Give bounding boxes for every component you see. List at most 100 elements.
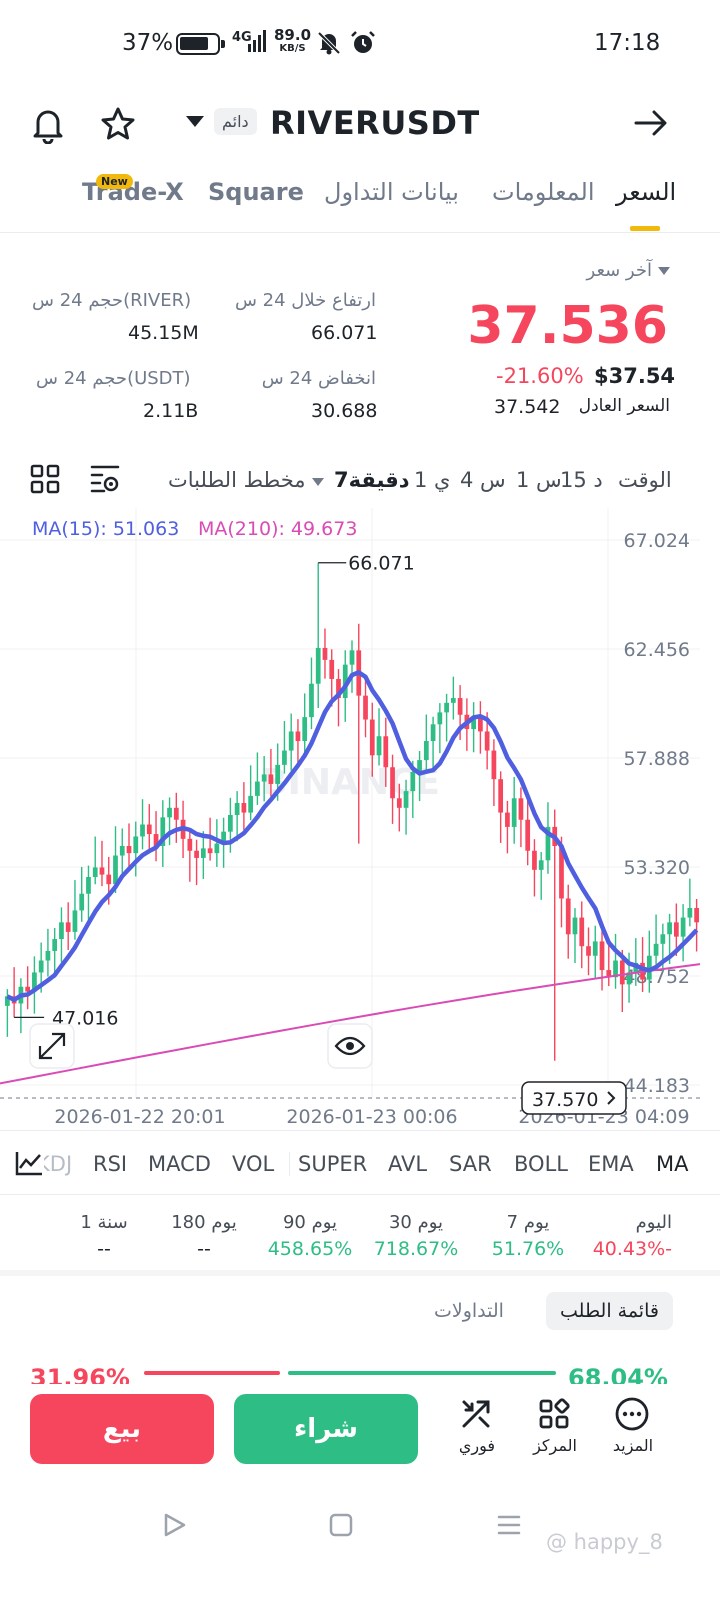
arrow-right-icon[interactable] xyxy=(634,108,668,138)
tab-price[interactable]: السعر xyxy=(616,178,677,206)
instant-label[interactable]: فوري xyxy=(458,1436,496,1455)
home-nav-icon[interactable] xyxy=(328,1512,354,1538)
candle-body xyxy=(282,750,287,765)
performance-value: 40.43%- xyxy=(592,1238,672,1260)
tab-info[interactable]: المعلومات xyxy=(492,178,595,206)
low-24h-value: 30.688 xyxy=(311,400,378,422)
indicator-macd[interactable]: MACD xyxy=(148,1152,211,1176)
candle-body xyxy=(140,824,145,837)
interval-selected[interactable]: 7دقيقة xyxy=(334,468,410,492)
position-icon[interactable] xyxy=(538,1398,570,1430)
tab-trades[interactable]: التداولات xyxy=(434,1300,504,1322)
tab-trading-data[interactable]: بيانات التداول xyxy=(324,178,459,206)
candle-body xyxy=(160,817,166,846)
indicator-rsi[interactable]: RSI xyxy=(93,1152,128,1176)
indicator-toggle-icon[interactable] xyxy=(14,1150,44,1176)
star-icon[interactable] xyxy=(100,106,136,142)
candle-body xyxy=(113,855,118,885)
more-icon[interactable] xyxy=(614,1396,650,1432)
indicator-vol[interactable]: VOL xyxy=(232,1152,275,1176)
position-label[interactable]: المركز xyxy=(533,1436,577,1455)
interval-4h[interactable]: 4 س xyxy=(460,468,506,492)
ask-percent: 31.96% xyxy=(30,1364,130,1384)
y-tick-label: 53.320 xyxy=(624,857,690,879)
watermark: @ happy_8 xyxy=(546,1530,663,1554)
candle-body xyxy=(268,774,274,784)
depth-chart-toggle[interactable]: مخطط الطلبات xyxy=(168,468,306,492)
candle-body xyxy=(342,664,348,699)
current-price-tag-label: 37.570 xyxy=(532,1089,598,1111)
indicator-ema[interactable]: EMA xyxy=(588,1152,634,1176)
candle-body xyxy=(437,712,443,725)
performance-label: 180 يوم xyxy=(171,1212,237,1233)
candle-body xyxy=(606,970,612,978)
candle-body xyxy=(133,836,139,854)
candle-body xyxy=(119,845,125,856)
ma210-legend: MA(210): 49.673 xyxy=(198,518,358,540)
performance-label: اليوم xyxy=(635,1212,672,1233)
buy-button[interactable]: شراء xyxy=(234,1394,418,1464)
symbol-dropdown-caret[interactable] xyxy=(186,116,204,127)
candle-body xyxy=(471,717,476,730)
back-nav-icon[interactable] xyxy=(162,1512,188,1538)
mute-icon xyxy=(317,31,341,55)
candle-body xyxy=(694,908,699,923)
candle-body xyxy=(478,717,483,732)
candle-body xyxy=(505,812,510,827)
candle-body xyxy=(423,741,429,761)
indicator-avl[interactable]: AVL xyxy=(388,1152,428,1176)
chart-settings-icon[interactable] xyxy=(90,464,122,494)
candle-body xyxy=(261,774,267,782)
indicator-boll[interactable]: BOLL xyxy=(514,1152,568,1176)
fair-price-label: السعر العادل xyxy=(578,396,670,416)
indicator-sar[interactable]: SAR xyxy=(449,1152,492,1176)
high-marker-label: 66.071 xyxy=(348,553,414,575)
candle-body xyxy=(653,943,659,956)
candle-body xyxy=(194,850,199,858)
candle-body xyxy=(329,659,335,679)
candle-body xyxy=(626,972,632,985)
candle-body xyxy=(363,695,368,720)
network-type: 4G xyxy=(232,30,252,45)
instant-icon[interactable] xyxy=(460,1398,492,1430)
last-price-selector[interactable]: آخر سعر xyxy=(587,260,670,281)
interval-1d[interactable]: 1 ي xyxy=(414,468,451,492)
y-tick-label: 62.456 xyxy=(624,639,690,661)
candle-body xyxy=(586,946,591,956)
bid-percent: 68.04% xyxy=(568,1364,668,1384)
tab-order-book[interactable]: قائمة الطلب xyxy=(546,1292,673,1330)
candle-body xyxy=(322,647,328,660)
indicator-super[interactable]: SUPER xyxy=(298,1152,368,1176)
menu-nav-icon[interactable] xyxy=(496,1512,522,1538)
sell-button[interactable]: بيع xyxy=(30,1394,214,1464)
battery-icon xyxy=(176,33,220,55)
tab-square[interactable]: Square xyxy=(208,178,304,206)
performance-value: -- xyxy=(197,1238,211,1260)
ma210-line xyxy=(0,963,701,1085)
performance-value: -- xyxy=(97,1238,111,1260)
candle-body xyxy=(565,898,571,935)
interval-dropdown-icon[interactable] xyxy=(312,478,324,486)
candle-body xyxy=(383,736,389,768)
performance-label: 90 يوم xyxy=(282,1212,338,1233)
interval-1h[interactable]: 1 س xyxy=(516,468,562,492)
candle-body xyxy=(498,779,504,813)
candle-body xyxy=(525,819,531,851)
high-24h-label: ارتفاع خلال 24 س xyxy=(234,290,376,311)
candle-body xyxy=(214,843,220,854)
indicator-ma[interactable]: MA xyxy=(656,1152,689,1176)
bell-icon[interactable] xyxy=(30,106,66,144)
network-speed: 89.0 KB/S xyxy=(274,26,312,55)
candle-body xyxy=(450,698,456,703)
candle-body xyxy=(336,678,341,699)
interval-15m[interactable]: 15 د xyxy=(560,468,603,492)
candle-body xyxy=(545,826,551,861)
layout-grid-icon[interactable] xyxy=(30,464,60,494)
candle-body xyxy=(25,986,31,992)
candle-body xyxy=(613,960,618,978)
candle-body xyxy=(302,717,308,742)
candle-body xyxy=(430,724,436,742)
more-label[interactable]: المزيد xyxy=(612,1436,654,1455)
symbol-title[interactable]: RIVERUSDT xyxy=(270,104,480,142)
candlestick-chart[interactable]: 67.02462.45657.88853.32048.75244.183BINA… xyxy=(0,508,720,1128)
